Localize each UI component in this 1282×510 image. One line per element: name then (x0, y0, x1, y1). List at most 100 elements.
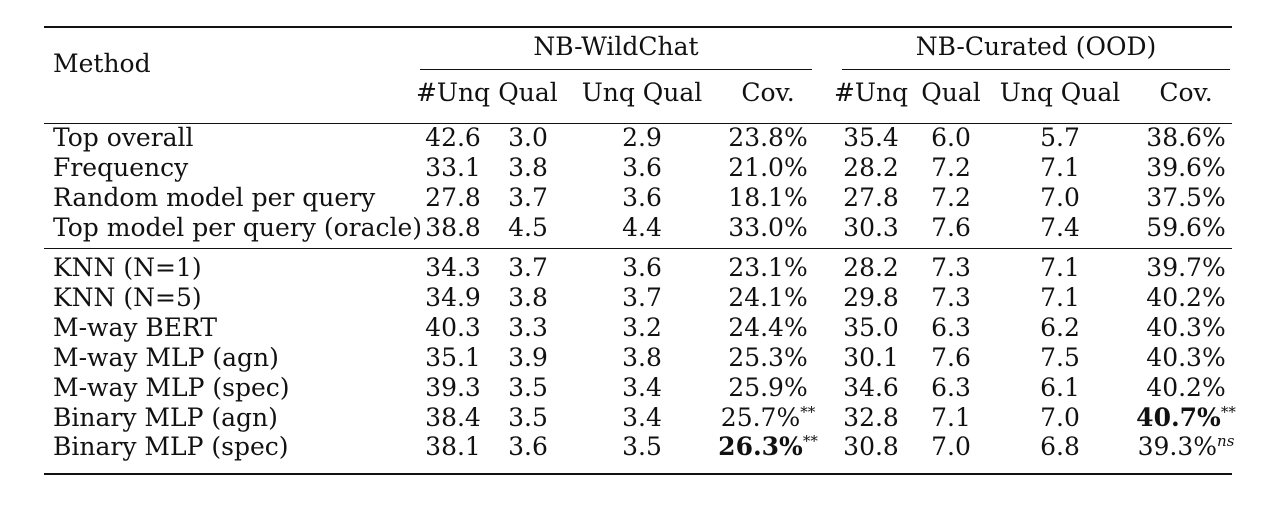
cell-value: 6.2 (1040, 312, 1080, 342)
table-cell: 35.1 (425, 343, 481, 373)
cell-value: 26.3% (718, 432, 803, 462)
table-cell: 28.2 (843, 253, 899, 283)
cell-value: 40.3 (425, 312, 481, 342)
cell-value: 40.7% (1136, 402, 1221, 432)
cell-value: 5.7 (1040, 123, 1080, 152)
table-cell: 5.7 (1040, 123, 1080, 153)
table-cell: 40.2% (1146, 373, 1225, 403)
cell-value: 25.7% (720, 402, 801, 432)
table-cell: 3.9 (508, 343, 548, 373)
cell-value: 3.6 (508, 432, 548, 462)
method-name: Top overall (53, 123, 194, 152)
cell-value: 34.9 (425, 282, 481, 312)
column-header: Cov. (1159, 78, 1213, 107)
table-cell: 30.1 (843, 343, 899, 373)
section-rule (44, 248, 1232, 249)
column-header: Unq Qual (581, 78, 703, 107)
table-cell: 25.7%** (721, 403, 815, 433)
cell-value: 27.8 (843, 182, 899, 212)
cell-value: 7.1 (1040, 282, 1080, 312)
cell-value: 3.9 (508, 342, 548, 372)
table-cell: 38.4 (425, 403, 481, 433)
cell-value: 6.3 (931, 312, 971, 342)
table-cell: 7.6 (931, 343, 971, 373)
table-cell: 39.3 (425, 373, 481, 403)
cell-value: 3.3 (508, 312, 548, 342)
table-cell: 40.3 (425, 313, 481, 343)
cell-value: 7.2 (931, 152, 971, 182)
cell-value: 7.6 (931, 342, 971, 372)
table-cell: 59.6% (1146, 213, 1225, 243)
table-cell: 7.2 (931, 183, 971, 213)
cell-value: 3.4 (622, 372, 662, 402)
table-cell: 7.0 (931, 432, 971, 462)
table-cell: 3.6 (622, 183, 662, 213)
table-cell: 7.3 (931, 253, 971, 283)
cell-value: 24.1% (728, 282, 808, 312)
table-cell: 6.3 (931, 313, 971, 343)
table-cell: 38.1 (425, 432, 481, 462)
table-cell: 39.3%ns (1138, 432, 1235, 462)
cell-value: 7.5 (1040, 342, 1080, 372)
cell-value: 33.1 (425, 152, 481, 182)
column-header: Qual (498, 78, 558, 107)
method-name: KNN (N=1) (53, 253, 202, 282)
table-cell: 24.1% (728, 283, 807, 313)
table-cell: 27.8 (425, 183, 481, 213)
method-name: KNN (N=5) (53, 282, 202, 312)
cell-value: 39.6% (1146, 152, 1226, 182)
table-cell: 7.1 (1040, 153, 1080, 183)
table-cell: 40.2% (1146, 283, 1225, 313)
table-cell: 3.2 (622, 313, 662, 343)
cell-value: 38.6% (1146, 123, 1226, 152)
cell-value: 40.3% (1146, 342, 1226, 372)
table-cell: 3.8 (622, 343, 662, 373)
table-cell: 3.5 (622, 432, 662, 462)
table-cell: 3.0 (508, 123, 548, 153)
cell-value: 30.8 (843, 432, 899, 462)
cell-value: 6.1 (1040, 372, 1080, 402)
method-name: M-way MLP (spec) (53, 372, 290, 402)
cell-value: 7.0 (931, 432, 971, 462)
table-cell: 24.4% (728, 313, 807, 343)
table-cell: 7.4 (1040, 213, 1080, 243)
cell-value: 40.2% (1146, 372, 1226, 402)
table-cell: 37.5% (1146, 183, 1225, 213)
table-cell: 3.6 (622, 153, 662, 183)
curated-cmidrule (842, 69, 1230, 70)
table-cell: 7.5 (1040, 343, 1080, 373)
table-cell: 27.8 (843, 183, 899, 213)
table-cell: 3.4 (622, 373, 662, 403)
table-cell: 3.8 (508, 153, 548, 183)
table-cell: 38.6% (1146, 123, 1225, 153)
cell-value: 30.3 (843, 212, 899, 242)
cell-value: 3.6 (622, 253, 662, 282)
table-cell: 32.8 (843, 403, 899, 433)
cell-value: 3.7 (622, 282, 662, 312)
cell-value: 39.3% (1137, 432, 1218, 462)
table-cell: 39.7% (1146, 253, 1225, 283)
cell-value: 7.1 (1040, 253, 1080, 282)
cell-value: 34.3 (425, 253, 481, 282)
table-cell: 35.4 (843, 123, 899, 153)
cell-value: 7.3 (931, 282, 971, 312)
cell-value: 40.2% (1146, 282, 1226, 312)
cell-value: 38.1 (425, 432, 481, 462)
table-cell: 35.0 (843, 313, 899, 343)
table-cell: 42.6 (425, 123, 481, 153)
cell-value: 23.1% (728, 253, 808, 282)
table-cell: 34.6 (843, 373, 899, 403)
cell-value: 7.1 (1040, 152, 1080, 182)
column-header: Unq Qual (999, 78, 1121, 107)
cell-value: 40.3% (1146, 312, 1226, 342)
table-cell: 25.3% (728, 343, 807, 373)
table-cell: 3.6 (622, 253, 662, 283)
method-name: M-way MLP (agn) (53, 342, 279, 372)
table-cell: 29.8 (843, 283, 899, 313)
cell-value: 25.9% (728, 372, 808, 402)
cell-value: 3.5 (622, 432, 662, 462)
cell-value: 3.7 (508, 253, 548, 282)
cell-value: 3.6 (622, 152, 662, 182)
cell-value: 39.3 (425, 372, 481, 402)
cell-value: 3.7 (508, 182, 548, 212)
